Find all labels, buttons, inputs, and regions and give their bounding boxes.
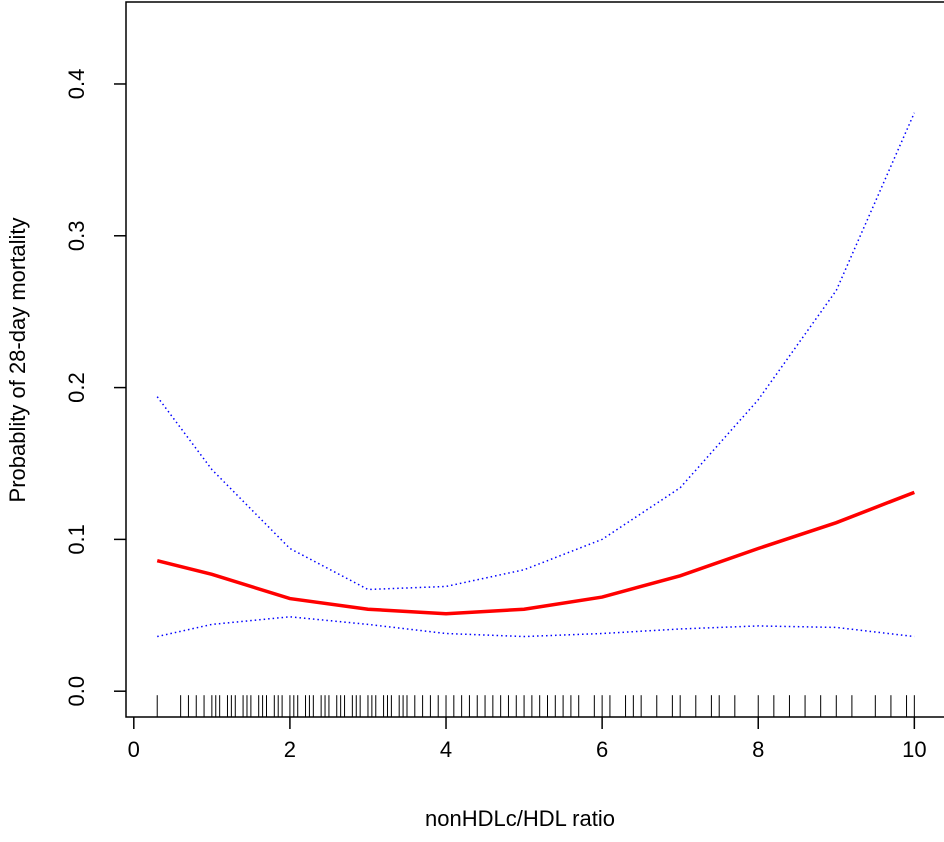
y-tick-label: 0.3: [64, 220, 89, 251]
y-tick-label: 0.4: [64, 69, 89, 100]
x-tick-label: 8: [752, 737, 764, 762]
x-tick-label: 4: [440, 737, 452, 762]
plot-frame: [125, 1, 944, 718]
x-tick-label: 6: [596, 737, 608, 762]
y-tick-label: 0.2: [64, 372, 89, 403]
x-axis-label: nonHDLc/HDL ratio: [425, 806, 615, 831]
x-tick-label: 2: [284, 737, 296, 762]
y-axis-label: Probablity of 28-day mortality: [5, 218, 30, 503]
y-tick-label: 0.1: [64, 524, 89, 555]
y-tick-label: 0.0: [64, 676, 89, 707]
series-line: [157, 616, 915, 638]
series-line: [156, 112, 916, 591]
x-tick-label: 0: [128, 737, 140, 762]
series-line: [156, 490, 915, 616]
x-tick-label: 10: [902, 737, 926, 762]
